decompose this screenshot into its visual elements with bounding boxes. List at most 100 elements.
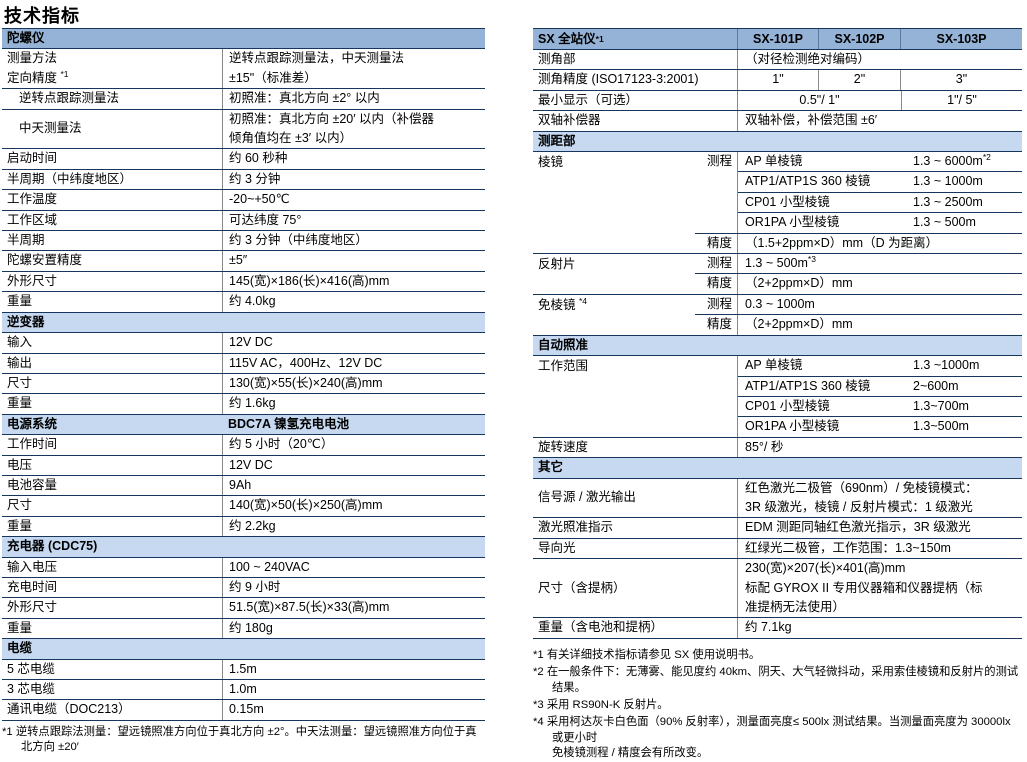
spec-value: 230(宽)×207(长)×401(高)mm 标配 GYROX II 专用仪器箱和… [737,559,1022,618]
prism-name: ATP1/ATP1S 360 棱镜 [745,378,871,393]
spec-value: 约 7.1kg [737,618,1022,638]
spec-value: 约 180g [222,618,485,639]
spec-value: 约 3 分钟（中纬度地区） [222,231,485,251]
spec-value: （2+2ppm×D）mm [737,274,1022,294]
spec-row: 5 芯电缆 1.5m [2,659,485,680]
section-header-label: 测距部 [538,133,576,148]
spec-row: 尺寸 140(宽)×50(长)×250(高)mm [2,496,485,517]
table-section-header: 电源系统 BDC7A 镍氢充电电池 [2,414,485,436]
spec-value: 1.0m [222,680,485,700]
spec-label: 反射片 [538,257,576,272]
spec-row: 测量方法 定向精度 *1 逆转点跟踪测量法，中天测量法 ±15"（标准差） [2,49,485,90]
spec-group-body: 测程 AP 单棱镜 1.3 ~ 6000m*2 ATP1/ATP1S 360 棱镜 1.… [695,152,1022,254]
spec-value-list: AP 单棱镜 1.3 ~ 6000m*2 ATP1/ATP1S 360 棱镜 1.3 … [737,152,1022,233]
prism-name: OR1PA 小型棱镜 [745,215,840,230]
spec-value: EDM 测距同轴红色激光指示，3R 级激光 [737,518,1022,538]
spec-label: 双轴补偿器 [538,113,601,128]
spec-value: 约 5 小时（20℃） [222,435,485,455]
spec-row: 启动时间 约 60 秒种 [2,149,485,170]
prism-range-row: ATP1/ATP1S 360 棱镜 2~600m [738,375,1022,396]
spec-row: 中天测量法 初照准：真北方向 ±20′ 以内（补偿器 倾角值均在 ±3′ 以内） [2,109,485,150]
prism-name: ATP1/ATP1S 360 棱镜 [745,174,871,189]
model-value: 1" [737,70,818,90]
spec-label: 中天测量法 [19,121,82,136]
spec-group-body: 测程 0.3 ~ 1000m 精度 （2+2ppm×D）mm [695,294,1022,335]
spec-row: 充电时间 约 9 小时 [2,577,485,599]
prism-range-row: ATP1/ATP1S 360 棱镜 1.3 ~ 1000m [738,171,1022,191]
spec-subrow: 精度 （2+2ppm×D）mm [695,314,1022,335]
spec-label: 最小显示（可选） [538,92,639,107]
spec-label: 输入 [7,335,33,350]
spec-label: 重量 [7,294,33,309]
section-header-label: 其它 [538,460,564,475]
spec-label: 半周期 [7,233,45,248]
spec-subrow: 精度 （1.5+2ppm×D）mm（D 为距离） [695,232,1022,254]
spec-row: 最小显示（可选） 0.5"/ 1" 1"/ 5" [533,90,1022,112]
spec-value: （2+2ppm×D）mm [737,315,1022,335]
spec-value: 130(宽)×55(长)×240(高)mm [222,373,485,394]
spec-label: 重量（含电池和提柄） [538,620,664,635]
section-header-label: 充电器 (CDC75) [7,539,98,554]
spec-subrow: 测程 0.3 ~ 1000m [695,294,1022,315]
spec-label: 工作范围 [538,359,589,374]
prism-name: CP01 小型棱镜 [745,194,830,209]
spec-subrow: 测程 AP 单棱镜 1.3 ~ 6000m*2 ATP1/ATP1S 360 棱镜 1.… [695,152,1022,233]
spec-label: 逆转点跟踪测量法 [19,91,120,106]
spec-value: 12V DC [222,333,485,353]
spec-row: 输入电压 100 ~ 240VAC [2,557,485,578]
table-section-header: 测距部 [533,131,1022,153]
spec-value: 1.3 ~ 500m*3 [737,254,1022,274]
table-section-header: 电缆 [2,639,485,660]
footnotes: *1 有关详细技术指标请参见 SX 使用说明书。 *2 在一般条件下：无薄雾、能… [533,648,1022,762]
spec-group-body: 测程 1.3 ~ 500m*3 精度 （2+2ppm×D）mm [695,254,1022,294]
spec-row: 工作温度 -20~+50℃ [2,190,485,211]
prism-range: 1.3 ~ 6000m*2 [913,151,991,169]
spec-row: 外形尺寸 51.5(宽)×87.5(长)×33(高)mm [2,598,485,619]
spec-group-row: 反射片 测程 1.3 ~ 500m*3 精度 （2+2ppm×D）mm [533,254,1022,295]
spec-value: （对径检测绝对编码） [737,50,1022,70]
total-station-spec-table: SX 全站仪 *1 SX-101P SX-102P SX-103P 测角部 （对径检测绝对… [533,28,1022,639]
spec-value: 逆转点跟踪测量法，中天测量法 ±15"（标准差） [222,49,485,89]
spec-value: 12V DC [222,455,485,475]
spec-value: 51.5(宽)×87.5(长)×33(高)mm [222,598,485,618]
prism-range-row: OR1PA 小型棱镜 1.3~500m [738,416,1022,436]
section-header-label: 电源系统 [7,416,58,431]
section-header-value: BDC7A 镍氢充电电池 [228,416,350,431]
spec-value: 约 4.0kg [222,292,485,312]
spec-label: 输出 [7,355,33,370]
gyroscope-spec-table: 陀螺仪测量方法 定向精度 *1 逆转点跟踪测量法，中天测量法 ±15"（标准差） 逆转点… [2,28,485,721]
spec-value: 约 1.6kg [222,394,485,414]
section-header-label: 自动照准 [538,337,589,352]
spec-value: ±5″ [222,251,485,271]
table-header-label: SX 全站仪 *1 [538,32,604,46]
spec-label: 重量 [7,396,33,411]
spec-label: 免棱镜 *4 [538,295,588,312]
spec-label: 外形尺寸 [7,273,58,288]
spec-value: 约 3 分钟 [222,169,485,190]
spec-row: 重量（含电池和提柄） 约 7.1kg [533,618,1022,639]
right-column: SX 全站仪 *1 SX-101P SX-102P SX-103P 测角部 （对径检测绝对… [533,28,1022,762]
spec-row: 尺寸 130(宽)×55(长)×240(高)mm [2,373,485,395]
spec-value: 115V AC，400Hz、12V DC [222,353,485,373]
model-value: 0.5"/ 1" [737,90,901,111]
spec-label: 测量方法 定向精度 *1 [7,51,69,85]
spec-label: 重量 [7,620,33,635]
prism-range: 1.3~700m [913,398,969,413]
prism-range-row: AP 单棱镜 1.3 ~1000m [738,356,1022,375]
spec-row: 测角精度 (ISO17123-3:2001) 1" 2" 3" [533,70,1022,91]
spec-sublabel: 测程 [706,154,732,169]
spec-subrow: 精度 （2+2ppm×D）mm [695,273,1022,294]
table-section-header: 充电器 (CDC75) [2,537,485,558]
spec-label: 半周期（中纬度地区） [7,171,133,186]
section-header-label: 陀螺仪 [7,31,45,45]
spec-label: 激光照准指示 [538,520,614,535]
left-column: 陀螺仪测量方法 定向精度 *1 逆转点跟踪测量法，中天测量法 ±15"（标准差） 逆转点… [2,28,485,756]
spec-sublabel: 测程 [706,296,732,311]
footnote-left-1: *1 逆转点跟踪法测量：望远镜照准方向位于真北方向 ±2°。中天法测量：望远镜照… [2,725,477,754]
footnote-2: *2 在一般条件下：无薄雾、能见度约 40km、阴天、大气轻微抖动，采用索佳棱镜… [533,666,1019,694]
prism-range: 1.3~500m [913,419,969,434]
spec-label: 通讯电缆（DOC213） [7,702,131,717]
spec-row: 输出 115V AC，400Hz、12V DC [2,353,485,374]
prism-name: CP01 小型棱镜 [745,398,830,413]
spec-row: 半周期（中纬度地区） 约 3 分钟 [2,169,485,191]
